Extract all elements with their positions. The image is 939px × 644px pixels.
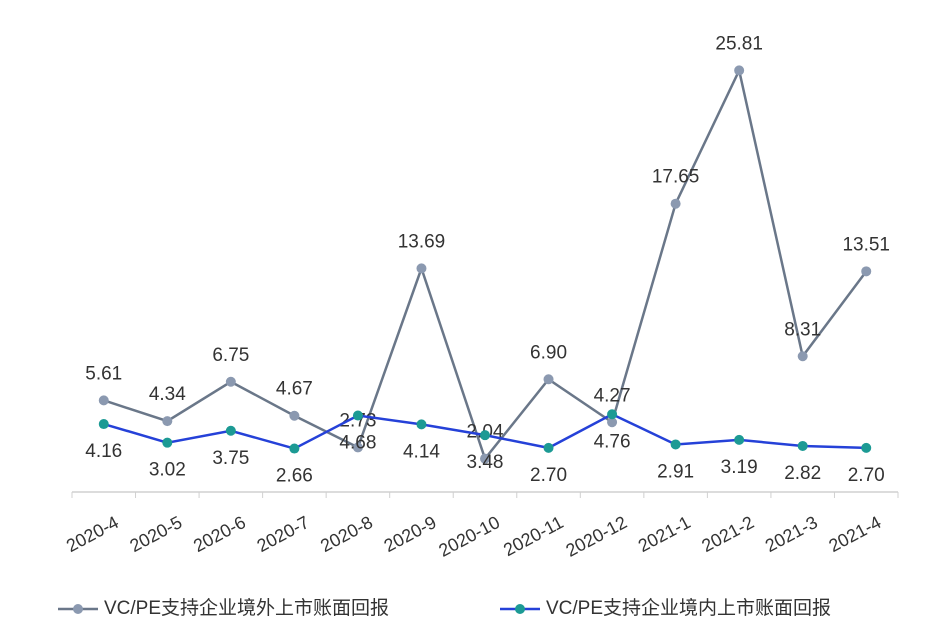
legend-marker: [515, 604, 525, 614]
point: [607, 417, 618, 428]
point: [162, 437, 173, 448]
point: [289, 443, 300, 454]
legend-label: VC/PE支持企业境外上市账面回报: [104, 597, 389, 619]
value-label: 4.67: [276, 379, 313, 400]
point: [416, 263, 427, 274]
x-tick-label: 2021-4: [825, 512, 884, 556]
value-label: 2.91: [657, 461, 694, 482]
x-tick-label: 2021-2: [698, 512, 757, 556]
value-label: 4.68: [339, 433, 376, 454]
x-tick-label: 2021-1: [635, 512, 694, 556]
point: [225, 376, 236, 387]
point: [225, 425, 236, 436]
point: [416, 419, 427, 430]
x-tick-label: 2020-11: [500, 512, 567, 560]
value-label: 25.81: [715, 33, 763, 54]
value-label: 3.75: [212, 448, 249, 469]
value-label: 2.70: [530, 465, 567, 486]
x-tick-label: 2020-12: [562, 512, 630, 561]
x-tick-label: 2021-3: [762, 512, 821, 556]
point: [480, 430, 490, 441]
point: [480, 453, 490, 464]
value-label: 2.70: [848, 465, 885, 486]
series-line: [103, 66, 868, 462]
value-label: 13.69: [398, 231, 446, 252]
x-tick-label: 2020-8: [317, 512, 376, 556]
value-label: 4.76: [594, 431, 631, 452]
point: [734, 65, 745, 76]
x-tick-label: 2020-9: [381, 512, 440, 556]
point: [861, 442, 872, 453]
point: [861, 266, 872, 277]
value-label: 6.90: [530, 342, 567, 363]
point: [670, 198, 681, 209]
legend-marker: [73, 604, 83, 614]
value-label: 3.19: [721, 457, 758, 478]
value-label: 4.34: [149, 384, 186, 405]
value-label: 8.31: [784, 319, 821, 340]
point: [289, 410, 300, 421]
point: [734, 434, 745, 445]
value-label: 2.66: [276, 466, 313, 487]
x-tick-label: 2020-7: [254, 512, 313, 556]
x-tick-label: 2020-10: [435, 512, 503, 561]
point: [98, 419, 109, 430]
value-label: 4.14: [403, 441, 440, 462]
point: [607, 409, 618, 420]
point: [162, 416, 173, 427]
value-label: 4.27: [594, 385, 631, 406]
value-label: 17.65: [652, 167, 700, 188]
value-label: 3.48: [467, 452, 504, 473]
value-label: 5.61: [85, 363, 122, 384]
point: [543, 442, 554, 453]
value-label: 6.75: [212, 345, 249, 366]
value-label: 4.16: [85, 441, 122, 462]
point: [98, 395, 109, 406]
point: [352, 410, 363, 421]
point: [543, 374, 554, 385]
point: [352, 442, 363, 453]
legend-label: VC/PE支持企业境内上市账面回报: [546, 597, 831, 619]
x-tick-label: 2020-6: [190, 512, 249, 556]
point: [797, 440, 808, 451]
x-tick-label: 2020-5: [127, 512, 186, 556]
value-label: 2.82: [784, 463, 821, 484]
point: [670, 439, 681, 450]
value-label: 3.02: [149, 460, 186, 481]
point: [797, 351, 808, 362]
value-label: 13.51: [842, 234, 890, 255]
x-tick-label: 2020-4: [63, 512, 122, 556]
